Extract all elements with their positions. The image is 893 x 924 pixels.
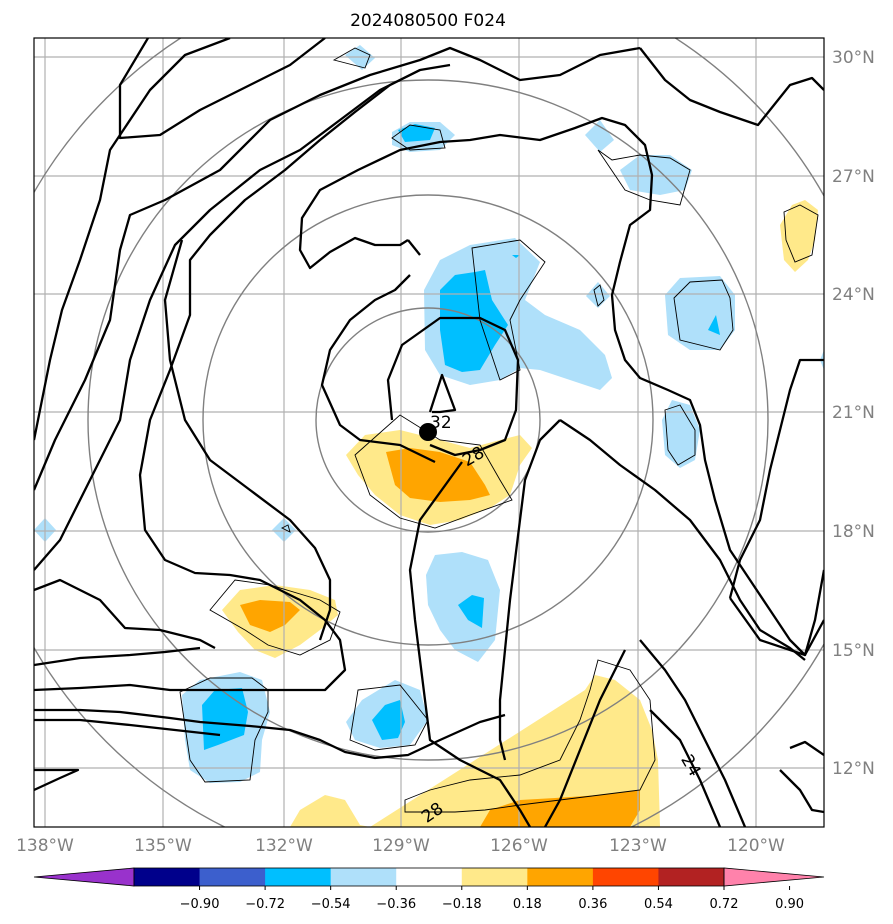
colorbar-frame — [133, 867, 725, 887]
colorbar-swatch — [134, 868, 201, 886]
colorbar-swatch — [461, 868, 528, 886]
lat-label: 30°N — [832, 48, 875, 68]
colorbar-label: −0.36 — [376, 897, 416, 912]
colorbar-extend-min — [33, 867, 135, 887]
lon-label: 132°W — [255, 836, 313, 856]
lat-label: 24°N — [832, 285, 875, 305]
map-frame — [33, 37, 825, 828]
shading-medium-blue — [202, 124, 720, 750]
colorbar-label: 0.54 — [644, 897, 673, 912]
longitude-labels: 138°W 135°W 132°W 129°W 126°W 123°W 120°… — [16, 836, 785, 856]
latitude-labels: 30°N 27°N 24°N 21°N 18°N 15°N 12°N — [832, 48, 875, 779]
colorbar-label: −0.54 — [311, 897, 351, 912]
colorbar-swatch — [527, 868, 594, 886]
colorbar: −0.90 −0.72 −0.54 −0.36 −0.18 0.18 0.36 0.54 0.7… — [33, 867, 825, 912]
map-plot-area: 32 28 28 24 — [34, 38, 824, 827]
colorbar-label: −0.72 — [245, 897, 285, 912]
colorbar-label: 0.36 — [578, 897, 607, 912]
distance-rings — [34, 38, 824, 827]
storm-center-marker — [419, 423, 437, 441]
lon-label: 120°W — [727, 836, 785, 856]
lon-label: 126°W — [490, 836, 548, 856]
lon-label: 123°W — [609, 836, 667, 856]
colorbar-label: 0.90 — [775, 897, 804, 912]
colorbar-swatch — [330, 868, 397, 886]
colorbar-swatch — [396, 868, 463, 886]
lat-label: 15°N — [832, 641, 875, 661]
colorbar-label: 0.72 — [710, 897, 739, 912]
lat-label: 27°N — [832, 167, 875, 187]
colorbar-swatch — [658, 868, 725, 886]
colorbar-extend-max — [723, 867, 825, 887]
lon-label: 138°W — [16, 836, 74, 856]
lon-label: 135°W — [134, 836, 192, 856]
shading-orange — [240, 448, 640, 827]
colorbar-label: 0.18 — [513, 897, 542, 912]
colorbar-swatch — [199, 868, 266, 886]
map-title: 2024080500 F024 — [350, 11, 506, 31]
colorbar-label: −0.18 — [442, 897, 482, 912]
lat-label: 12°N — [832, 759, 875, 779]
lat-label: 21°N — [832, 403, 875, 423]
lat-label: 18°N — [832, 522, 875, 542]
colorbar-swatch — [265, 868, 332, 886]
colorbar-label: −0.90 — [180, 897, 220, 912]
colorbar-swatch — [592, 868, 659, 886]
thick-contours — [34, 38, 824, 827]
lon-label: 129°W — [372, 836, 430, 856]
